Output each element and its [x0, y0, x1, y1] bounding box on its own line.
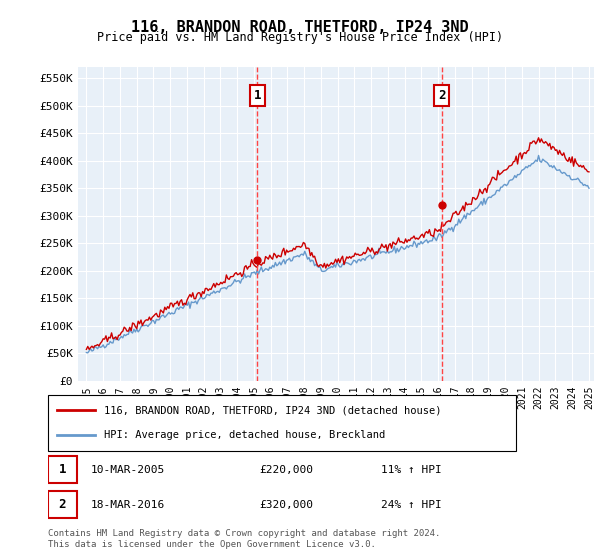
FancyBboxPatch shape — [48, 395, 516, 451]
FancyBboxPatch shape — [48, 492, 77, 518]
Text: 116, BRANDON ROAD, THETFORD, IP24 3ND: 116, BRANDON ROAD, THETFORD, IP24 3ND — [131, 20, 469, 35]
Text: 11% ↑ HPI: 11% ↑ HPI — [380, 465, 442, 475]
Text: 1: 1 — [59, 463, 66, 476]
Text: 18-MAR-2016: 18-MAR-2016 — [90, 500, 164, 510]
Text: Price paid vs. HM Land Registry's House Price Index (HPI): Price paid vs. HM Land Registry's House … — [97, 31, 503, 44]
Text: £220,000: £220,000 — [259, 465, 313, 475]
Text: 10-MAR-2005: 10-MAR-2005 — [90, 465, 164, 475]
Text: HPI: Average price, detached house, Breckland: HPI: Average price, detached house, Brec… — [104, 430, 385, 440]
Text: 116, BRANDON ROAD, THETFORD, IP24 3ND (detached house): 116, BRANDON ROAD, THETFORD, IP24 3ND (d… — [104, 405, 442, 416]
FancyBboxPatch shape — [48, 456, 77, 483]
Text: £320,000: £320,000 — [259, 500, 313, 510]
Text: 1: 1 — [254, 89, 261, 102]
Text: 2: 2 — [59, 498, 66, 511]
Text: 2: 2 — [438, 89, 445, 102]
Text: Contains HM Land Registry data © Crown copyright and database right 2024.
This d: Contains HM Land Registry data © Crown c… — [48, 529, 440, 549]
Text: 24% ↑ HPI: 24% ↑ HPI — [380, 500, 442, 510]
